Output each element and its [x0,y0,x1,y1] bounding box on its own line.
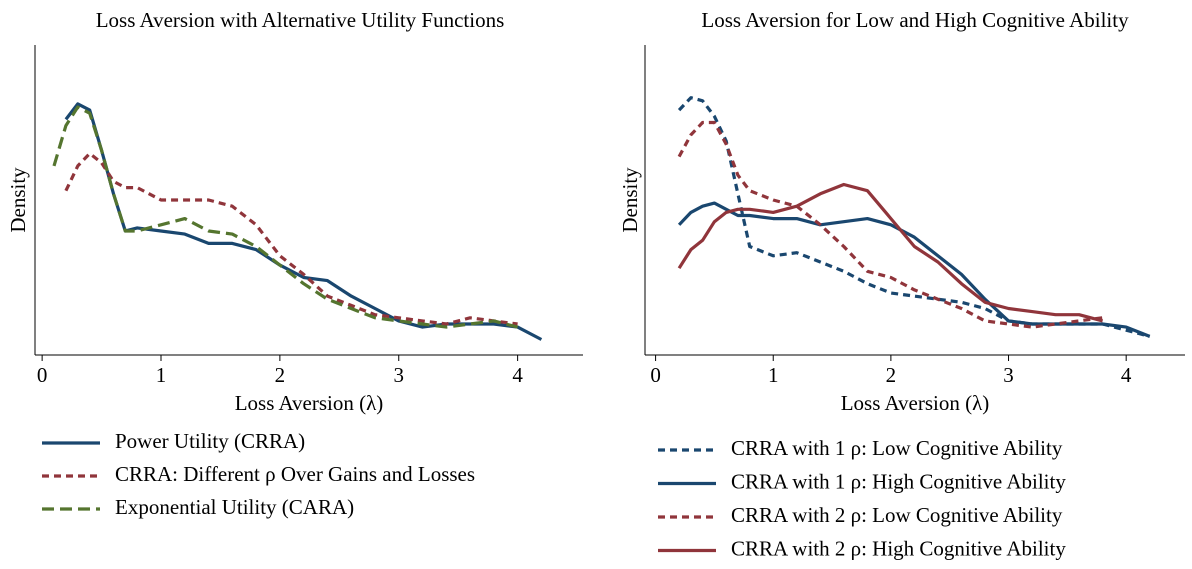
x-tick-label: 2 [886,363,897,387]
series-line [64,102,543,341]
x-axis-label: Loss Aversion (λ) [841,391,990,415]
x-tick-label: 4 [1121,363,1132,387]
x-tick-label: 3 [393,363,404,387]
series-line [677,201,1151,338]
legend-label: CRRA with 1 ρ: Low Cognitive Ability [731,436,1063,460]
legend-label: CRRA with 1 ρ: High Cognitive Ability [731,469,1066,493]
x-tick-label: 2 [275,363,286,387]
legend-label: Exponential Utility (CARA) [115,495,354,519]
y-axis-label: Density [618,167,642,233]
legend-label: CRRA: Different ρ Over Gains and Losses [115,462,475,486]
x-tick-label: 0 [650,363,661,387]
legend-label: CRRA with 2 ρ: Low Cognitive Ability [731,503,1063,527]
x-tick-label: 1 [768,363,779,387]
series-line [677,120,1103,329]
legend-label: CRRA with 2 ρ: High Cognitive Ability [731,536,1066,560]
chart-title: Loss Aversion for Low and High Cognitive… [701,8,1129,32]
legend-label: Power Utility (CRRA) [115,429,305,453]
x-tick-label: 3 [1003,363,1014,387]
y-axis-label: Density [6,167,30,233]
x-tick-label: 1 [156,363,167,387]
x-tick-label: 0 [37,363,48,387]
chart-title: Loss Aversion with Alternative Utility F… [96,8,505,32]
x-axis-label: Loss Aversion (λ) [235,391,384,415]
series-line [64,151,518,326]
series-line [677,182,1104,323]
x-tick-label: 4 [512,363,523,387]
series-line [52,105,519,329]
